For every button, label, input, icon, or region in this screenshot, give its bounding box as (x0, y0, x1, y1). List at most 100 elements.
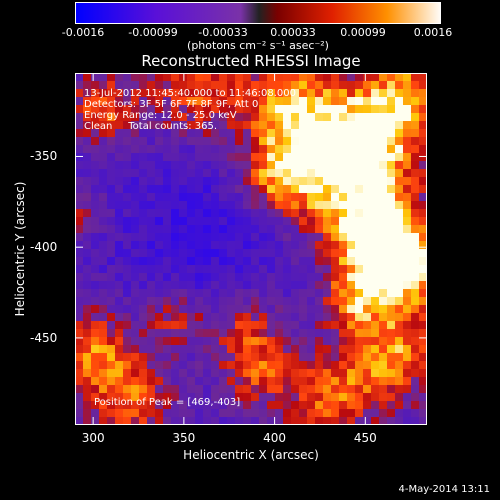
heatmap-cell (91, 385, 100, 394)
heatmap-cell (299, 105, 308, 114)
heatmap-cell (147, 241, 156, 250)
heatmap-cell (411, 249, 420, 258)
heatmap-cell (99, 265, 108, 274)
heatmap-cell (355, 105, 364, 114)
heatmap-cell (267, 241, 276, 250)
heatmap-cell (83, 321, 92, 330)
heatmap-cell (211, 137, 220, 146)
heatmap-cell (147, 169, 156, 178)
heatmap-cell (235, 217, 244, 226)
heatmap-cell (91, 337, 100, 346)
heatmap-cell (219, 209, 228, 218)
heatmap-cell (347, 313, 356, 322)
heatmap-cell (347, 217, 356, 226)
heatmap-cell (267, 417, 276, 425)
heatmap-cell (299, 289, 308, 298)
heatmap-cell (275, 89, 284, 98)
heatmap-cell (387, 225, 396, 234)
heatmap-cell (179, 289, 188, 298)
heatmap-cell (91, 89, 100, 98)
heatmap-cell (307, 353, 316, 362)
heatmap-cell (147, 401, 156, 410)
heatmap-cell (83, 177, 92, 186)
heatmap-cell (123, 385, 132, 394)
heatmap-cell (123, 313, 132, 322)
heatmap-cell (227, 225, 236, 234)
heatmap-cell (171, 361, 180, 370)
heatmap-cell (323, 265, 332, 274)
heatmap-cell (387, 273, 396, 282)
heatmap-cell (163, 409, 172, 418)
heatmap-cell (115, 313, 124, 322)
heatmap-cell (395, 409, 404, 418)
heatmap-cell (363, 201, 372, 210)
heatmap-cell (83, 73, 92, 82)
heatmap-cell (75, 185, 84, 194)
heatmap-cell (331, 185, 340, 194)
heatmap-cell (379, 377, 388, 386)
heatmap-cell (99, 161, 108, 170)
plot-frame (75, 73, 427, 425)
heatmap-cell (299, 321, 308, 330)
heatmap-cell (115, 249, 124, 258)
heatmap-cell (419, 377, 427, 386)
heatmap-cell (115, 81, 124, 90)
heatmap-cell (307, 345, 316, 354)
heatmap-cell (227, 393, 236, 402)
heatmap-cell (155, 313, 164, 322)
heatmap-cell (107, 329, 116, 338)
heatmap-cell (363, 97, 372, 106)
heatmap-cell (235, 345, 244, 354)
heatmap-cell (339, 321, 348, 330)
heatmap-cell (275, 377, 284, 386)
heatmap-cell (227, 305, 236, 314)
heatmap-cell (403, 89, 412, 98)
heatmap-cell (395, 153, 404, 162)
heatmap-cell (419, 225, 427, 234)
heatmap-cell (219, 225, 228, 234)
heatmap-cell (323, 97, 332, 106)
heatmap-cell (211, 113, 220, 122)
heatmap-cell (403, 161, 412, 170)
heatmap-cell (315, 393, 324, 402)
heatmap-cell (371, 153, 380, 162)
heatmap-cell (203, 129, 212, 138)
heatmap-cell (235, 169, 244, 178)
annotation-detectors: Detectors: 3F 5F 6F 7F 8F 9F, Att 0 (84, 99, 259, 110)
heatmap-cell (211, 217, 220, 226)
heatmap-cell (315, 121, 324, 130)
heatmap-cell (139, 113, 148, 122)
heatmap-cell (403, 169, 412, 178)
heatmap-cell (227, 161, 236, 170)
heatmap-cell (395, 417, 404, 425)
heatmap-cell (307, 89, 316, 98)
heatmap-cell (275, 409, 284, 418)
heatmap-cell (187, 129, 196, 138)
heatmap-cell (395, 193, 404, 202)
heatmap-cell (283, 161, 292, 170)
heatmap-cell (195, 265, 204, 274)
heatmap-cell (243, 233, 252, 242)
heatmap-cell (99, 321, 108, 330)
heatmap-cell (179, 201, 188, 210)
heatmap-cell (315, 169, 324, 178)
heatmap-cell (227, 329, 236, 338)
heatmap-cell (339, 393, 348, 402)
heatmap-cell (219, 97, 228, 106)
heatmap-cell (131, 193, 140, 202)
heatmap-cell (355, 417, 364, 425)
heatmap-cell (419, 201, 427, 210)
heatmap-cell (83, 249, 92, 258)
heatmap-cell (355, 377, 364, 386)
heatmap-cell (147, 193, 156, 202)
heatmap-cell (395, 177, 404, 186)
heatmap-cell (187, 337, 196, 346)
heatmap-cell (187, 369, 196, 378)
heatmap-cell (131, 217, 140, 226)
heatmap-cell (299, 257, 308, 266)
heatmap-cell (331, 145, 340, 154)
heatmap-cell (235, 201, 244, 210)
heatmap-cell (339, 249, 348, 258)
heatmap-cell (419, 89, 427, 98)
heatmap-cell (195, 353, 204, 362)
